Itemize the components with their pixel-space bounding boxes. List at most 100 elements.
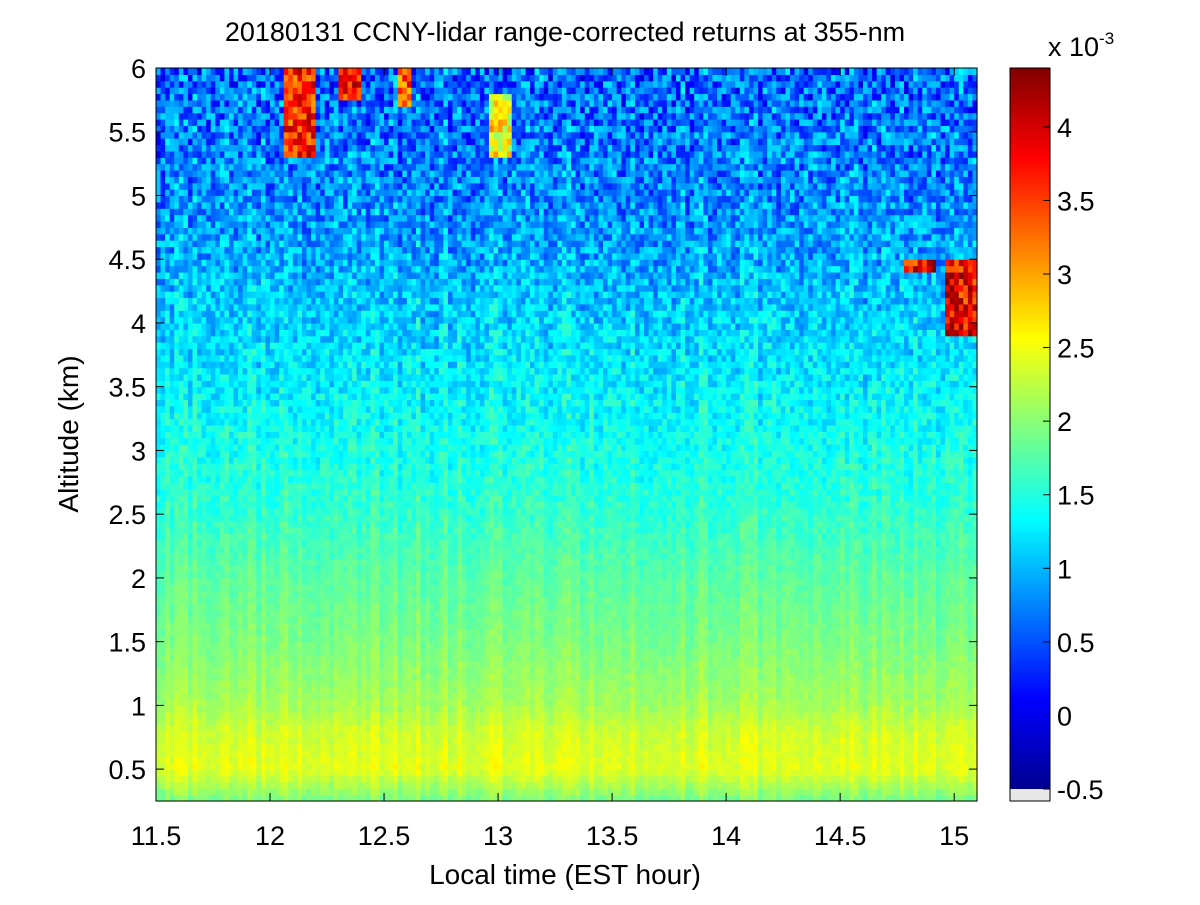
heatmap-cell <box>238 317 243 324</box>
heatmap-cell <box>265 763 270 770</box>
heatmap-cell <box>243 393 248 400</box>
heatmap-cell <box>252 374 257 381</box>
heatmap-cell <box>247 266 252 273</box>
heatmap-cell <box>197 635 202 642</box>
heatmap-cell <box>338 272 343 279</box>
heatmap-cell <box>174 164 179 171</box>
heatmap-cell <box>211 215 216 222</box>
heatmap-cell <box>270 323 275 330</box>
heatmap-cell <box>338 323 343 330</box>
heatmap-cell <box>284 87 289 94</box>
heatmap-cell <box>197 654 202 661</box>
heatmap-cell <box>307 106 312 113</box>
heatmap-cell <box>183 317 188 324</box>
heatmap-cell <box>343 125 348 132</box>
heatmap-cell <box>311 788 316 795</box>
heatmap-cell <box>247 176 252 183</box>
heatmap-cell <box>229 106 234 113</box>
heatmap-cell <box>265 438 270 445</box>
heatmap-cell <box>261 132 266 139</box>
heatmap-cell <box>275 693 280 700</box>
heatmap-cell <box>297 718 302 725</box>
heatmap-cell <box>156 74 161 81</box>
heatmap-cell <box>211 399 216 406</box>
heatmap-cell <box>343 431 348 438</box>
heatmap-cell <box>329 540 334 547</box>
heatmap-cell <box>329 642 334 649</box>
heatmap-cell <box>247 533 252 540</box>
heatmap-cell <box>270 144 275 151</box>
heatmap-cell <box>275 763 280 770</box>
heatmap-cell <box>192 100 197 107</box>
heatmap-cell <box>284 591 289 598</box>
heatmap-cell <box>325 100 330 107</box>
heatmap-cell <box>202 310 207 317</box>
heatmap-cell <box>197 253 202 260</box>
heatmap-cell <box>293 482 298 489</box>
heatmap-cell <box>165 457 170 464</box>
heatmap-cell <box>329 769 334 776</box>
heatmap-cell <box>343 106 348 113</box>
heatmap-cell <box>224 686 229 693</box>
heatmap-cell <box>224 425 229 432</box>
heatmap-cell <box>329 788 334 795</box>
heatmap-cell <box>329 712 334 719</box>
heatmap-cell <box>161 470 166 477</box>
heatmap-cell <box>279 342 284 349</box>
heatmap-cell <box>307 769 312 776</box>
heatmap-cell <box>352 533 357 540</box>
heatmap-cell <box>192 304 197 311</box>
heatmap-cell <box>234 266 239 273</box>
heatmap-cell <box>215 291 220 298</box>
heatmap-cell <box>293 125 298 132</box>
heatmap-cell <box>284 266 289 273</box>
heatmap-cell <box>297 699 302 706</box>
heatmap-cell <box>174 731 179 738</box>
heatmap-cell <box>307 521 312 528</box>
heatmap-cell <box>179 94 184 101</box>
heatmap-cell <box>161 731 166 738</box>
heatmap-cell <box>243 737 248 744</box>
heatmap-cell <box>247 342 252 349</box>
heatmap-cell <box>215 489 220 496</box>
heatmap-cell <box>202 712 207 719</box>
heatmap-cell <box>302 603 307 610</box>
heatmap-cell <box>243 355 248 362</box>
heatmap-cell <box>316 208 321 215</box>
heatmap-cell <box>320 361 325 368</box>
heatmap-cell <box>215 495 220 502</box>
heatmap-cell <box>238 540 243 547</box>
heatmap-cell <box>179 482 184 489</box>
heatmap-cell <box>206 183 211 190</box>
heatmap-cell <box>234 705 239 712</box>
heatmap-cell <box>302 457 307 464</box>
heatmap-cell <box>284 285 289 292</box>
heatmap-cell <box>229 603 234 610</box>
heatmap-cell <box>307 705 312 712</box>
heatmap-cell <box>243 202 248 209</box>
heatmap-cell <box>156 489 161 496</box>
heatmap-cell <box>329 552 334 559</box>
heatmap-cell <box>238 348 243 355</box>
heatmap-cell <box>338 527 343 534</box>
heatmap-cell <box>211 457 216 464</box>
heatmap-cell <box>256 189 261 196</box>
heatmap-cell <box>279 699 284 706</box>
heatmap-cell <box>165 737 170 744</box>
heatmap-cell <box>275 355 280 362</box>
heatmap-cell <box>352 750 357 757</box>
heatmap-cell <box>325 680 330 687</box>
heatmap-cell <box>338 610 343 617</box>
heatmap-cell <box>202 329 207 336</box>
heatmap-cell <box>288 495 293 502</box>
heatmap-cell <box>256 476 261 483</box>
heatmap-cell <box>320 355 325 362</box>
heatmap-cell <box>284 374 289 381</box>
heatmap-cell <box>343 731 348 738</box>
heatmap-cell <box>192 763 197 770</box>
heatmap-cell <box>229 419 234 426</box>
heatmap-cell <box>224 164 229 171</box>
heatmap-cell <box>307 501 312 508</box>
heatmap-cell <box>238 138 243 145</box>
heatmap-cell <box>179 661 184 668</box>
